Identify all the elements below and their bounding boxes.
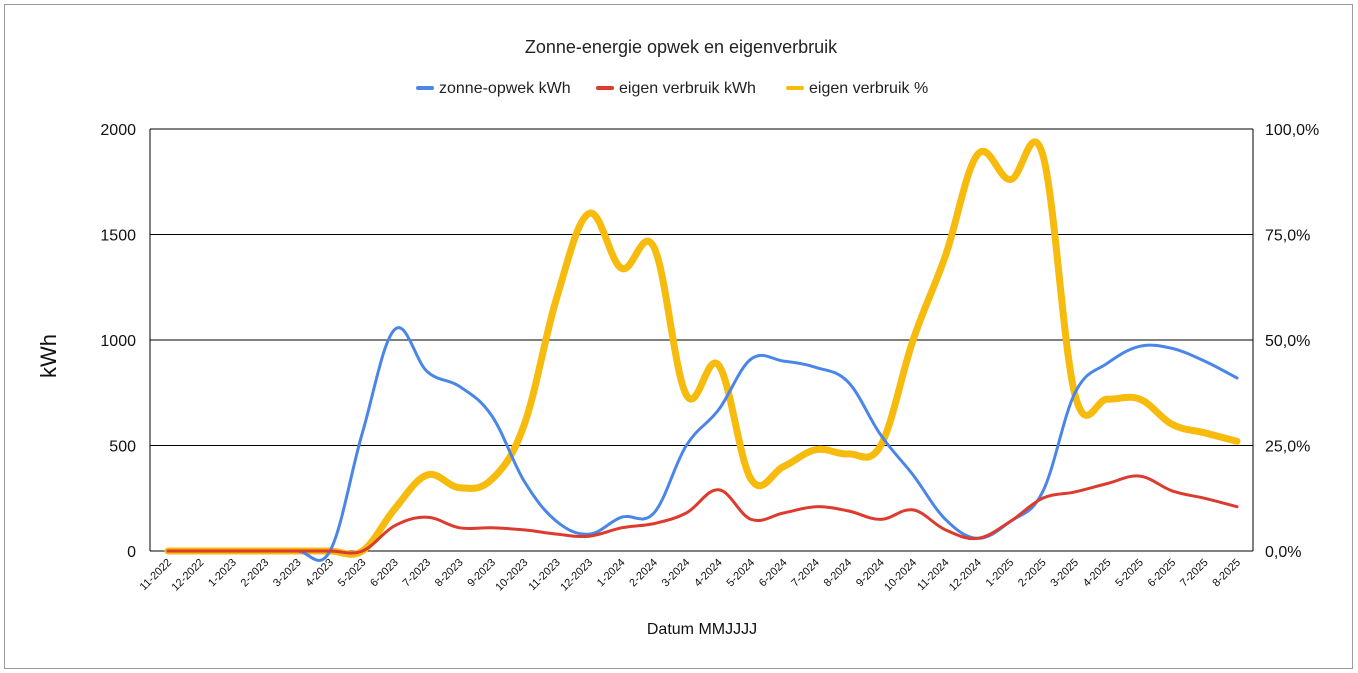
y-tick-right: 0,0% [1265,544,1301,561]
legend-label-0: zonne-opwek kWh [439,80,571,97]
x-tick-label: 3-2025 [1048,557,1081,590]
x-tick-label: 2-2023 [239,557,272,590]
chart-title: Zonne-energie opwek en eigenverbruik [525,37,838,57]
x-tick-label: 8-2024 [822,557,855,590]
chart-frame [4,4,1353,669]
x-tick-label: 5-2025 [1113,557,1146,590]
y-tick-right: 50,0% [1265,333,1310,350]
x-tick-label: 2-2024 [627,557,660,590]
x-tick-label: 1-2025 [984,557,1017,590]
x-tick-label: 8-2025 [1210,557,1243,590]
x-tick-label: 7-2025 [1178,557,1211,590]
y-tick-left: 500 [109,439,136,456]
x-tick-label: 6-2025 [1146,557,1179,590]
legend-label-2: eigen verbruik % [809,80,928,97]
x-tick-label: 10-2023 [493,557,530,594]
x-tick-label: 1-2024 [595,557,628,590]
x-tick-label: 5-2024 [724,557,757,590]
x-tick-label: 6-2024 [757,557,790,590]
x-tick-label: 3-2023 [271,557,304,590]
x-tick-label: 4-2024 [692,557,725,590]
x-tick-label: 11-2022 [138,557,174,593]
y-tick-left: 2000 [100,122,136,139]
x-tick-label: 11-2023 [526,557,562,593]
y-axis-right: 0,0% 25,0% 50,0% 75,0% 100,0% [1265,122,1319,561]
series-line-0 [166,326,1239,562]
x-tick-label: 11-2024 [915,557,951,593]
y-tick-right: 75,0% [1265,228,1310,245]
x-tick-label: 7-2024 [789,557,822,590]
x-tick-label: 12-2022 [169,557,206,594]
x-tick-label: 12-2024 [947,557,984,594]
x-tick-label: 7-2023 [401,557,434,590]
x-tick-label: 3-2024 [660,557,693,590]
series-lines [164,138,1241,562]
x-tick-label: 4-2025 [1081,557,1114,590]
y-tick-left: 1500 [100,228,136,245]
x-tick-label: 8-2023 [433,557,466,590]
x-tick-label: 10-2024 [882,557,919,594]
y-tick-right: 25,0% [1265,439,1310,456]
x-axis-title: Datum MMJJJJ [647,621,757,638]
y-axis-left: 0 500 1000 1500 2000 [100,122,136,561]
legend-label-1: eigen verbruik kWh [619,80,756,97]
series-line-1 [166,474,1239,555]
x-tick-label: 6-2023 [368,557,401,590]
x-tick-label: 2-2025 [1016,557,1049,590]
y-tick-left: 0 [127,544,136,561]
x-tick-label: 5-2023 [336,557,369,590]
y-tick-right: 100,0% [1265,122,1319,139]
x-tick-label: 12-2023 [558,557,595,594]
x-tick-label: 1-2023 [206,557,239,590]
y-axis-title: kWh [36,334,61,378]
legend: zonne-opwek kWh eigen verbruik kWh eigen… [416,80,928,97]
y-tick-left: 1000 [100,333,136,350]
